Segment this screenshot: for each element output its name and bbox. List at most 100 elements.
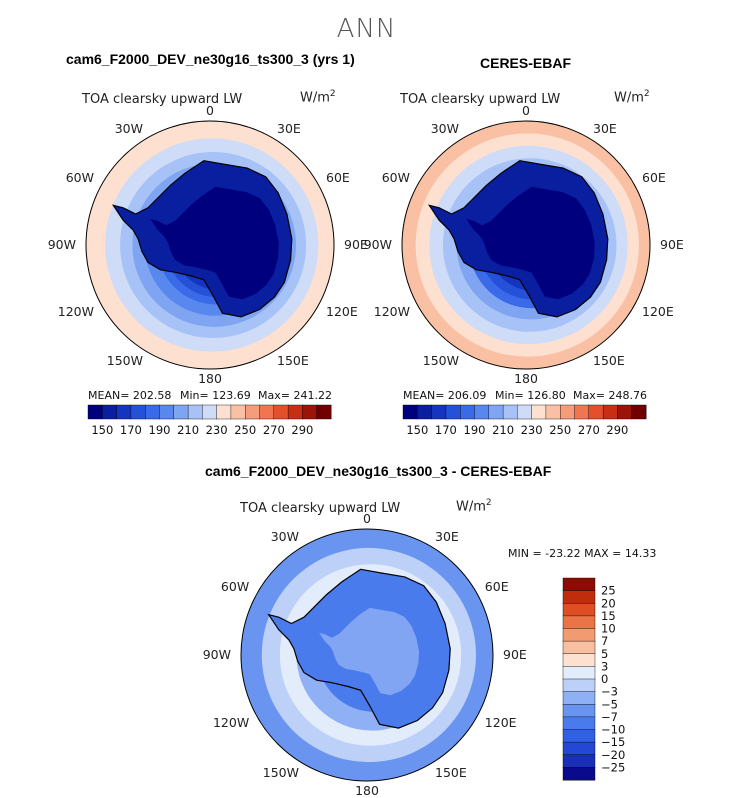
- panel3-units: W/m2: [456, 498, 492, 515]
- colorbar-panel2: 150 170 190 210 230 250 270 290: [402, 404, 647, 437]
- colorbar-tick-label: 250: [549, 423, 571, 437]
- panel2-min: Min= 126.80: [495, 389, 566, 402]
- colorbar-tick-label: 210: [492, 423, 514, 437]
- colorbar-box: [631, 404, 647, 420]
- lon-label: 30E: [435, 529, 459, 544]
- map-border-1: [85, 120, 335, 370]
- colorbar-box: [302, 404, 318, 420]
- colorbar-tick-label: 210: [177, 423, 199, 437]
- map-panel3: [241, 529, 493, 781]
- colorbar-tick-label: 270: [263, 423, 285, 437]
- plateau-anomaly-contour: [319, 607, 419, 696]
- lon-label: 120E: [326, 304, 358, 319]
- colorbar-box: [144, 404, 160, 420]
- colorbar-tick-label: −10: [601, 723, 625, 737]
- panel2-title: CERES-EBAF: [480, 55, 572, 71]
- colorbar-box: [562, 603, 596, 617]
- colorbar-box: [488, 404, 504, 420]
- figure-title: ANN: [336, 14, 397, 44]
- colorbar-box: [445, 404, 461, 420]
- lon-label: 180: [198, 371, 222, 386]
- colorbar-box: [244, 404, 260, 420]
- colorbar-box: [130, 404, 146, 420]
- colorbar-box: [502, 404, 518, 420]
- lon-label: 90E: [660, 237, 684, 252]
- colorbar-box: [562, 628, 596, 642]
- colorbar-tick-label: 7: [601, 634, 608, 648]
- lon-label: 30W: [271, 529, 299, 544]
- colorbar-tick-label: 20: [601, 596, 616, 610]
- colorbar-box: [87, 404, 103, 420]
- colorbar-tick-label: 170: [435, 423, 457, 437]
- colorbar-box: [562, 767, 596, 781]
- lon-label: 30W: [115, 121, 143, 136]
- colorbar-box: [574, 404, 590, 420]
- colorbar-tick-label: 150: [91, 423, 113, 437]
- panel1-min: Min= 123.69: [180, 389, 251, 402]
- lon-label: 60E: [485, 579, 509, 594]
- colorbar-box: [602, 404, 618, 420]
- colorbar-tick-label: 15: [601, 609, 616, 623]
- lon-label: 180: [514, 371, 538, 386]
- colorbar-box: [562, 716, 596, 731]
- lon-label: 90W: [364, 237, 392, 252]
- panel1-max: Max= 241.22: [258, 389, 332, 402]
- lon-label: 60W: [66, 170, 94, 185]
- lon-label: 60W: [221, 579, 249, 594]
- colorbar-tick-label: 290: [291, 423, 313, 437]
- lon-label: 0: [522, 103, 530, 118]
- colorbar-box: [102, 404, 118, 420]
- colorbar-box: [159, 404, 175, 420]
- colorbar-box: [562, 754, 596, 768]
- lon-label: 0: [206, 103, 214, 118]
- colorbar-box: [562, 590, 596, 604]
- lon-label: 150W: [107, 353, 143, 368]
- lon-label: 60E: [642, 170, 666, 185]
- colorbar-tick-label: 25: [601, 584, 616, 598]
- colorbar-tick-label: 190: [464, 423, 486, 437]
- colorbar-box: [259, 404, 275, 420]
- colorbar-box: [588, 404, 604, 420]
- lon-label: 120W: [58, 304, 94, 319]
- colorbar-tick-label: 3: [601, 659, 608, 673]
- colorbar-tick-label: 190: [149, 423, 171, 437]
- colorbar-panel1: 150 170 190 210 230 250 270 290: [87, 404, 332, 437]
- lon-label: 120E: [485, 715, 517, 730]
- lon-label: 30E: [593, 121, 617, 136]
- colorbar-tick-label: 5: [601, 647, 608, 661]
- colorbar-box: [562, 615, 596, 630]
- lon-label: 120W: [374, 304, 410, 319]
- map-panel2: [402, 121, 650, 369]
- panel1-subtitle: TOA clearsky upward LW: [82, 92, 243, 107]
- panel2-mean: MEAN= 206.09: [403, 389, 487, 402]
- colorbar-box: [460, 404, 476, 420]
- plateau-contour: [466, 186, 595, 300]
- plateau-contour: [150, 186, 279, 300]
- colorbar-box: [560, 404, 576, 420]
- lon-label: 180: [355, 783, 379, 798]
- lon-label: 150W: [263, 765, 299, 780]
- colorbar-box: [545, 404, 561, 420]
- colorbar-box: [562, 653, 596, 667]
- colorbar-tick-label: 230: [521, 423, 543, 437]
- lon-label: 60E: [326, 170, 350, 185]
- colorbar-tick-label: −20: [601, 748, 625, 762]
- colorbar-tick-label: 0: [601, 672, 608, 686]
- panel2-max: Max= 248.76: [573, 389, 647, 402]
- lon-label: 150W: [423, 353, 459, 368]
- map-longitude-labels: 030E60E90E120E150E180150W120W90W60W30W03…: [48, 103, 684, 798]
- lon-label: 30W: [431, 121, 459, 136]
- colorbar-box: [273, 404, 289, 420]
- lon-label: 120E: [642, 304, 674, 319]
- panel1-title: cam6_F2000_DEV_ne30g16_ts300_3 (yrs 1): [66, 51, 355, 67]
- colorbar-tick-label: −7: [601, 710, 618, 724]
- lon-label: 60W: [382, 170, 410, 185]
- panel1-units: W/m2: [300, 89, 336, 106]
- colorbar-box: [230, 404, 246, 420]
- colorbar-tick-label: 270: [578, 423, 600, 437]
- colorbar-box: [216, 404, 232, 420]
- colorbar-tick-label: 290: [606, 423, 628, 437]
- map-panel1: [86, 121, 334, 369]
